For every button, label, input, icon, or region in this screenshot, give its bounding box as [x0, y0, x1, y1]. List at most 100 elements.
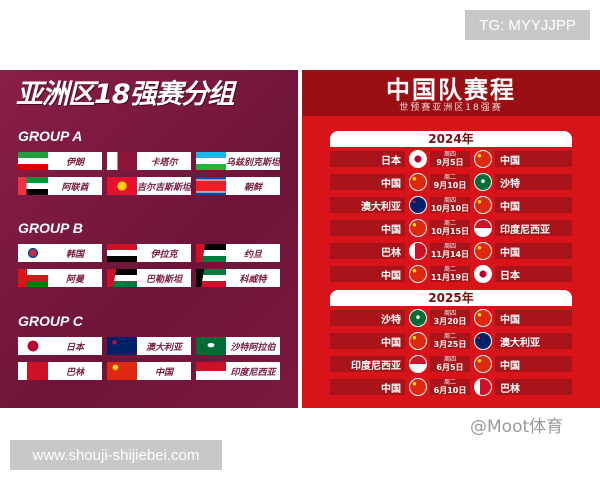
- team-card: 乌兹别克斯坦: [196, 152, 280, 170]
- china-flag-icon: [474, 355, 492, 373]
- away-team: 澳大利亚: [495, 333, 572, 349]
- groups-title: 亚洲区18强赛分组: [16, 79, 235, 110]
- match-date: 周四 10月10日: [430, 197, 470, 213]
- team-card: 巴勒斯坦: [107, 269, 191, 287]
- schedule-graphic: 中国队赛程 世预赛亚洲区18强赛 2024年 日本 周四 9月5日 中国 中国 周二 9月10…: [302, 70, 600, 408]
- team-name: 朝鲜: [243, 182, 262, 193]
- team-name: 韩国: [65, 249, 84, 260]
- palestine-flag-icon: [107, 269, 137, 287]
- away-team: 巴林: [495, 379, 572, 395]
- schedule-header: 中国队赛程 世预赛亚洲区18强赛: [302, 70, 600, 116]
- south-korea-flag-icon: [18, 244, 48, 262]
- match-date: 周四 11月14日: [430, 243, 470, 259]
- team-name: 乌兹别克斯坦: [225, 157, 280, 168]
- bahrain-flag-icon: [409, 242, 427, 260]
- away-team: 日本: [495, 266, 572, 282]
- match-weekday: 周二: [443, 379, 456, 386]
- year-header: 2025年: [330, 290, 572, 306]
- match-weekday: 周四: [443, 310, 456, 317]
- team-card: 卡塔尔: [107, 152, 191, 170]
- home-team: 印度尼西亚: [330, 356, 405, 372]
- iran-flag-icon: [18, 152, 48, 170]
- china-flag-icon: [474, 309, 492, 327]
- china-flag-icon: [409, 173, 427, 191]
- team-card: 约旦: [196, 244, 280, 262]
- team-name: 日本: [65, 342, 84, 353]
- team-name: 卡塔尔: [150, 157, 178, 168]
- away-team: 中国: [495, 197, 572, 213]
- home-team: 中国: [330, 333, 405, 349]
- team-card: 澳大利亚: [107, 337, 191, 355]
- kyrgyzstan-flag-icon: [107, 177, 137, 195]
- match-weekday: 周二: [443, 174, 456, 181]
- match-date-text: 3月25日: [433, 340, 467, 349]
- match-row: 巴林 周四 11月14日 中国: [330, 242, 572, 260]
- schedule-title: 中国队赛程: [386, 76, 516, 104]
- team-card: 中国: [107, 362, 191, 380]
- team-card: 吉尔吉斯斯坦: [107, 177, 191, 195]
- oman-flag-icon: [18, 269, 48, 287]
- team-card: 伊朗: [18, 152, 102, 170]
- team-name: 沙特阿拉伯: [230, 342, 276, 353]
- china-flag-icon: [409, 332, 427, 350]
- match-row: 中国 周二 10月15日 印度尼西亚: [330, 219, 572, 237]
- away-team: 沙特: [495, 174, 572, 190]
- team-card: 韩国: [18, 244, 102, 262]
- australia-flag-icon: [474, 332, 492, 350]
- match-row: 澳大利亚 周四 10月10日 中国: [330, 196, 572, 214]
- match-weekday: 周四: [443, 243, 456, 250]
- match-date-text: 6月5日: [436, 363, 464, 372]
- home-team: 中国: [330, 174, 405, 190]
- indonesia-flag-icon: [474, 219, 492, 237]
- match-weekday: 周二: [443, 333, 456, 340]
- match-date-text: 11月19日: [430, 273, 470, 282]
- watermark: @Moot体育: [470, 417, 564, 437]
- away-team: 中国: [495, 151, 572, 167]
- match-date: 周二 6月10日: [430, 379, 470, 395]
- team-name: 阿曼: [65, 274, 84, 285]
- jordan-flag-icon: [196, 244, 226, 262]
- home-team: 巴林: [330, 243, 405, 259]
- uzbekistan-flag-icon: [196, 152, 226, 170]
- china-flag-icon: [409, 265, 427, 283]
- kuwait-flag-icon: [196, 269, 226, 287]
- team-card: 伊拉克: [107, 244, 191, 262]
- match-date: 周四 3月20日: [430, 310, 470, 326]
- saudi-flag-icon: [196, 337, 226, 355]
- home-team: 沙特: [330, 310, 405, 326]
- china-flag-icon: [107, 362, 137, 380]
- japan-flag-icon: [474, 265, 492, 283]
- home-team: 中国: [330, 220, 405, 236]
- team-card: 阿曼: [18, 269, 102, 287]
- year-header: 2024年: [330, 131, 572, 147]
- team-card: 阿联酋: [18, 177, 102, 195]
- match-date-text: 11月14日: [430, 250, 470, 259]
- match-date: 周二 3月25日: [430, 333, 470, 349]
- match-date-text: 10月15日: [430, 227, 470, 236]
- team-name: 中国: [154, 367, 173, 378]
- saudi-flag-icon: [474, 173, 492, 191]
- team-name: 吉尔吉斯斯坦: [136, 182, 191, 193]
- away-team: 中国: [495, 356, 572, 372]
- match-date-text: 9月10日: [433, 181, 467, 190]
- china-flag-icon: [474, 150, 492, 168]
- bahrain-flag-icon: [18, 362, 48, 380]
- match-row: 中国 周二 6月10日 巴林: [330, 378, 572, 396]
- match-row: 中国 周二 9月10日 沙特: [330, 173, 572, 191]
- team-name: 科威特: [239, 274, 267, 285]
- match-date-text: 3月20日: [433, 317, 467, 326]
- team-name: 伊朗: [65, 157, 84, 168]
- match-weekday: 周四: [443, 151, 456, 158]
- match-row: 沙特 周四 3月20日 中国: [330, 309, 572, 327]
- team-name: 巴勒斯坦: [145, 274, 182, 285]
- site-badge: www.shouji-shijiebei.com: [10, 440, 222, 470]
- group-heading: GROUP B: [18, 220, 83, 236]
- team-name: 印度尼西亚: [230, 367, 276, 378]
- away-team: 中国: [495, 243, 572, 259]
- team-name: 巴林: [65, 367, 84, 378]
- team-card: 日本: [18, 337, 102, 355]
- match-weekday: 周四: [443, 356, 456, 363]
- team-card: 巴林: [18, 362, 102, 380]
- team-name: 阿联酋: [61, 182, 89, 193]
- tg-badge: TG: MYYJJPP: [465, 10, 590, 40]
